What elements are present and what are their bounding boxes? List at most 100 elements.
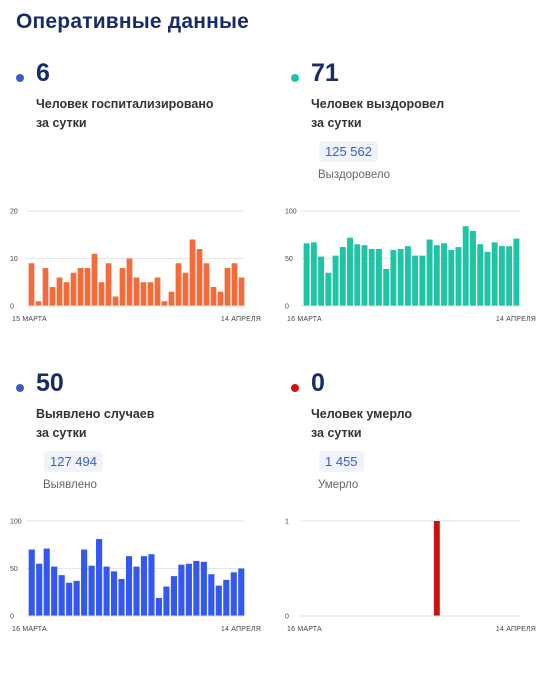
stat-label: Человек умерло за сутки	[311, 405, 541, 443]
bar-chart: 0 1 16 МАРТА 14 АПРЕЛЯ	[285, 519, 536, 634]
bar	[303, 243, 310, 306]
bar	[178, 564, 185, 616]
bar	[484, 251, 491, 306]
bar	[88, 565, 95, 616]
x-end-label: 14 АПРЕЛЯ	[496, 626, 536, 633]
bar	[339, 247, 346, 306]
bar-chart: 0 50 100 16 МАРТА 14 АПРЕЛЯ	[10, 519, 261, 634]
bar	[368, 249, 375, 306]
bar	[110, 571, 118, 616]
page-title: Оперативные данные	[16, 10, 250, 33]
bar	[215, 585, 222, 616]
bar	[175, 263, 182, 306]
bar	[498, 246, 505, 306]
bar	[118, 578, 125, 616]
bar	[28, 263, 35, 306]
bar	[217, 291, 224, 306]
y-tick-label: 50	[285, 256, 293, 263]
y-tick-label: 10	[10, 256, 18, 263]
bar	[125, 556, 133, 616]
stat-label: Человек госпитализировано за сутки	[36, 95, 266, 133]
panel-recovered: 71 Человек выздоровел за сутки 125 562 В…	[275, 55, 545, 365]
stat-label: Человек выздоровел за сутки	[311, 95, 541, 133]
bullet-dot-icon	[16, 74, 24, 82]
bar	[126, 258, 133, 306]
bar	[412, 255, 419, 306]
bar	[133, 566, 140, 616]
x-end-label: 14 АПРЕЛЯ	[221, 626, 261, 633]
y-tick-label: 20	[10, 209, 18, 216]
y-tick-label: 100	[285, 209, 297, 216]
bar	[361, 245, 368, 306]
bar	[70, 272, 77, 306]
bar	[224, 268, 231, 306]
bar	[238, 277, 245, 306]
stat-label-line2: за сутки	[311, 116, 362, 130]
y-tick-label: 1	[285, 519, 289, 526]
panel-hospitalized: 6 Человек госпитализировано за сутки 0 10…	[0, 55, 270, 365]
bar	[310, 242, 317, 306]
bar	[35, 301, 42, 306]
stat-label-line1: Выявлено случаев	[36, 407, 155, 421]
bar	[105, 263, 112, 306]
x-end-label: 14 АПРЕЛЯ	[496, 316, 536, 323]
bar	[231, 263, 238, 306]
bar	[77, 268, 84, 306]
bar	[441, 243, 448, 306]
total-label: Выявлено	[43, 479, 97, 491]
bar	[28, 549, 35, 616]
bar	[133, 277, 140, 306]
total-badge: 125 562	[319, 141, 378, 162]
x-end-label: 14 АПРЕЛЯ	[221, 316, 261, 323]
bar	[163, 586, 170, 616]
bullet-dot-icon	[291, 74, 299, 82]
stat-label-line1: Человек госпитализировано	[36, 97, 214, 111]
stat-label-line1: Человек умерло	[311, 407, 413, 421]
bar	[325, 272, 332, 306]
bar	[375, 249, 382, 306]
stat-label-line2: за сутки	[36, 426, 87, 440]
total-label: Выздоровело	[318, 169, 391, 181]
bar	[200, 561, 207, 616]
bar	[147, 282, 154, 306]
y-tick-label: 0	[10, 614, 14, 621]
bar	[168, 291, 175, 306]
total-badge: 127 494	[44, 451, 103, 472]
bar	[404, 246, 411, 306]
bar	[397, 249, 404, 306]
bar	[318, 256, 325, 306]
bar	[455, 247, 462, 306]
bar	[98, 282, 105, 306]
bar	[154, 277, 161, 306]
bullet-dot-icon	[291, 384, 299, 392]
x-start-label: 16 МАРТА	[12, 626, 47, 633]
bar	[148, 554, 155, 616]
bar	[49, 287, 56, 306]
bar	[185, 563, 192, 616]
bar	[51, 566, 58, 616]
bar	[354, 244, 361, 306]
bar	[477, 244, 484, 306]
bar	[42, 268, 49, 306]
daily-number: 0	[311, 369, 325, 397]
total-label: Умерло	[318, 479, 359, 491]
y-tick-label: 100	[10, 519, 22, 526]
bar	[210, 287, 217, 306]
bar	[433, 521, 440, 616]
bar	[182, 272, 189, 306]
bar	[119, 268, 126, 306]
bar	[193, 560, 200, 616]
bar	[448, 249, 455, 306]
bar	[140, 556, 148, 616]
bar	[170, 576, 177, 616]
bar	[189, 239, 196, 306]
bar	[96, 539, 103, 616]
stat-label-line2: за сутки	[311, 426, 362, 440]
y-tick-label: 0	[285, 614, 289, 621]
bar	[506, 246, 513, 306]
bar	[347, 237, 353, 306]
bar	[238, 568, 245, 616]
stat-label: Выявлено случаев за сутки	[36, 405, 266, 443]
bar	[81, 549, 88, 616]
bar	[491, 242, 498, 306]
